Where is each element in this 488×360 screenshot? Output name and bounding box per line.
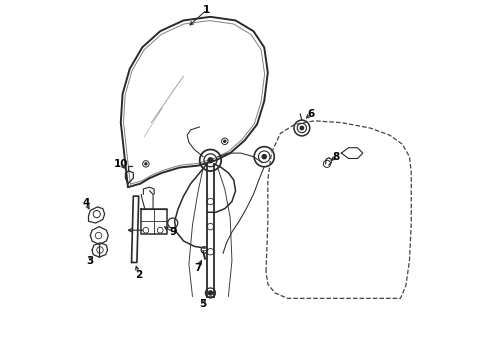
Text: 2: 2 <box>135 270 142 280</box>
Text: 7: 7 <box>194 263 201 273</box>
Text: 3: 3 <box>86 256 93 266</box>
Text: 6: 6 <box>306 109 314 119</box>
Text: 1: 1 <box>203 5 210 15</box>
Text: 4: 4 <box>82 198 89 208</box>
Circle shape <box>207 158 212 163</box>
Circle shape <box>144 163 147 165</box>
Text: 10: 10 <box>113 159 128 169</box>
Circle shape <box>300 126 303 130</box>
Circle shape <box>223 140 225 142</box>
Circle shape <box>208 291 212 295</box>
Text: 5: 5 <box>199 299 206 309</box>
Text: 8: 8 <box>332 152 339 162</box>
Circle shape <box>262 154 266 159</box>
Text: 9: 9 <box>169 227 176 237</box>
